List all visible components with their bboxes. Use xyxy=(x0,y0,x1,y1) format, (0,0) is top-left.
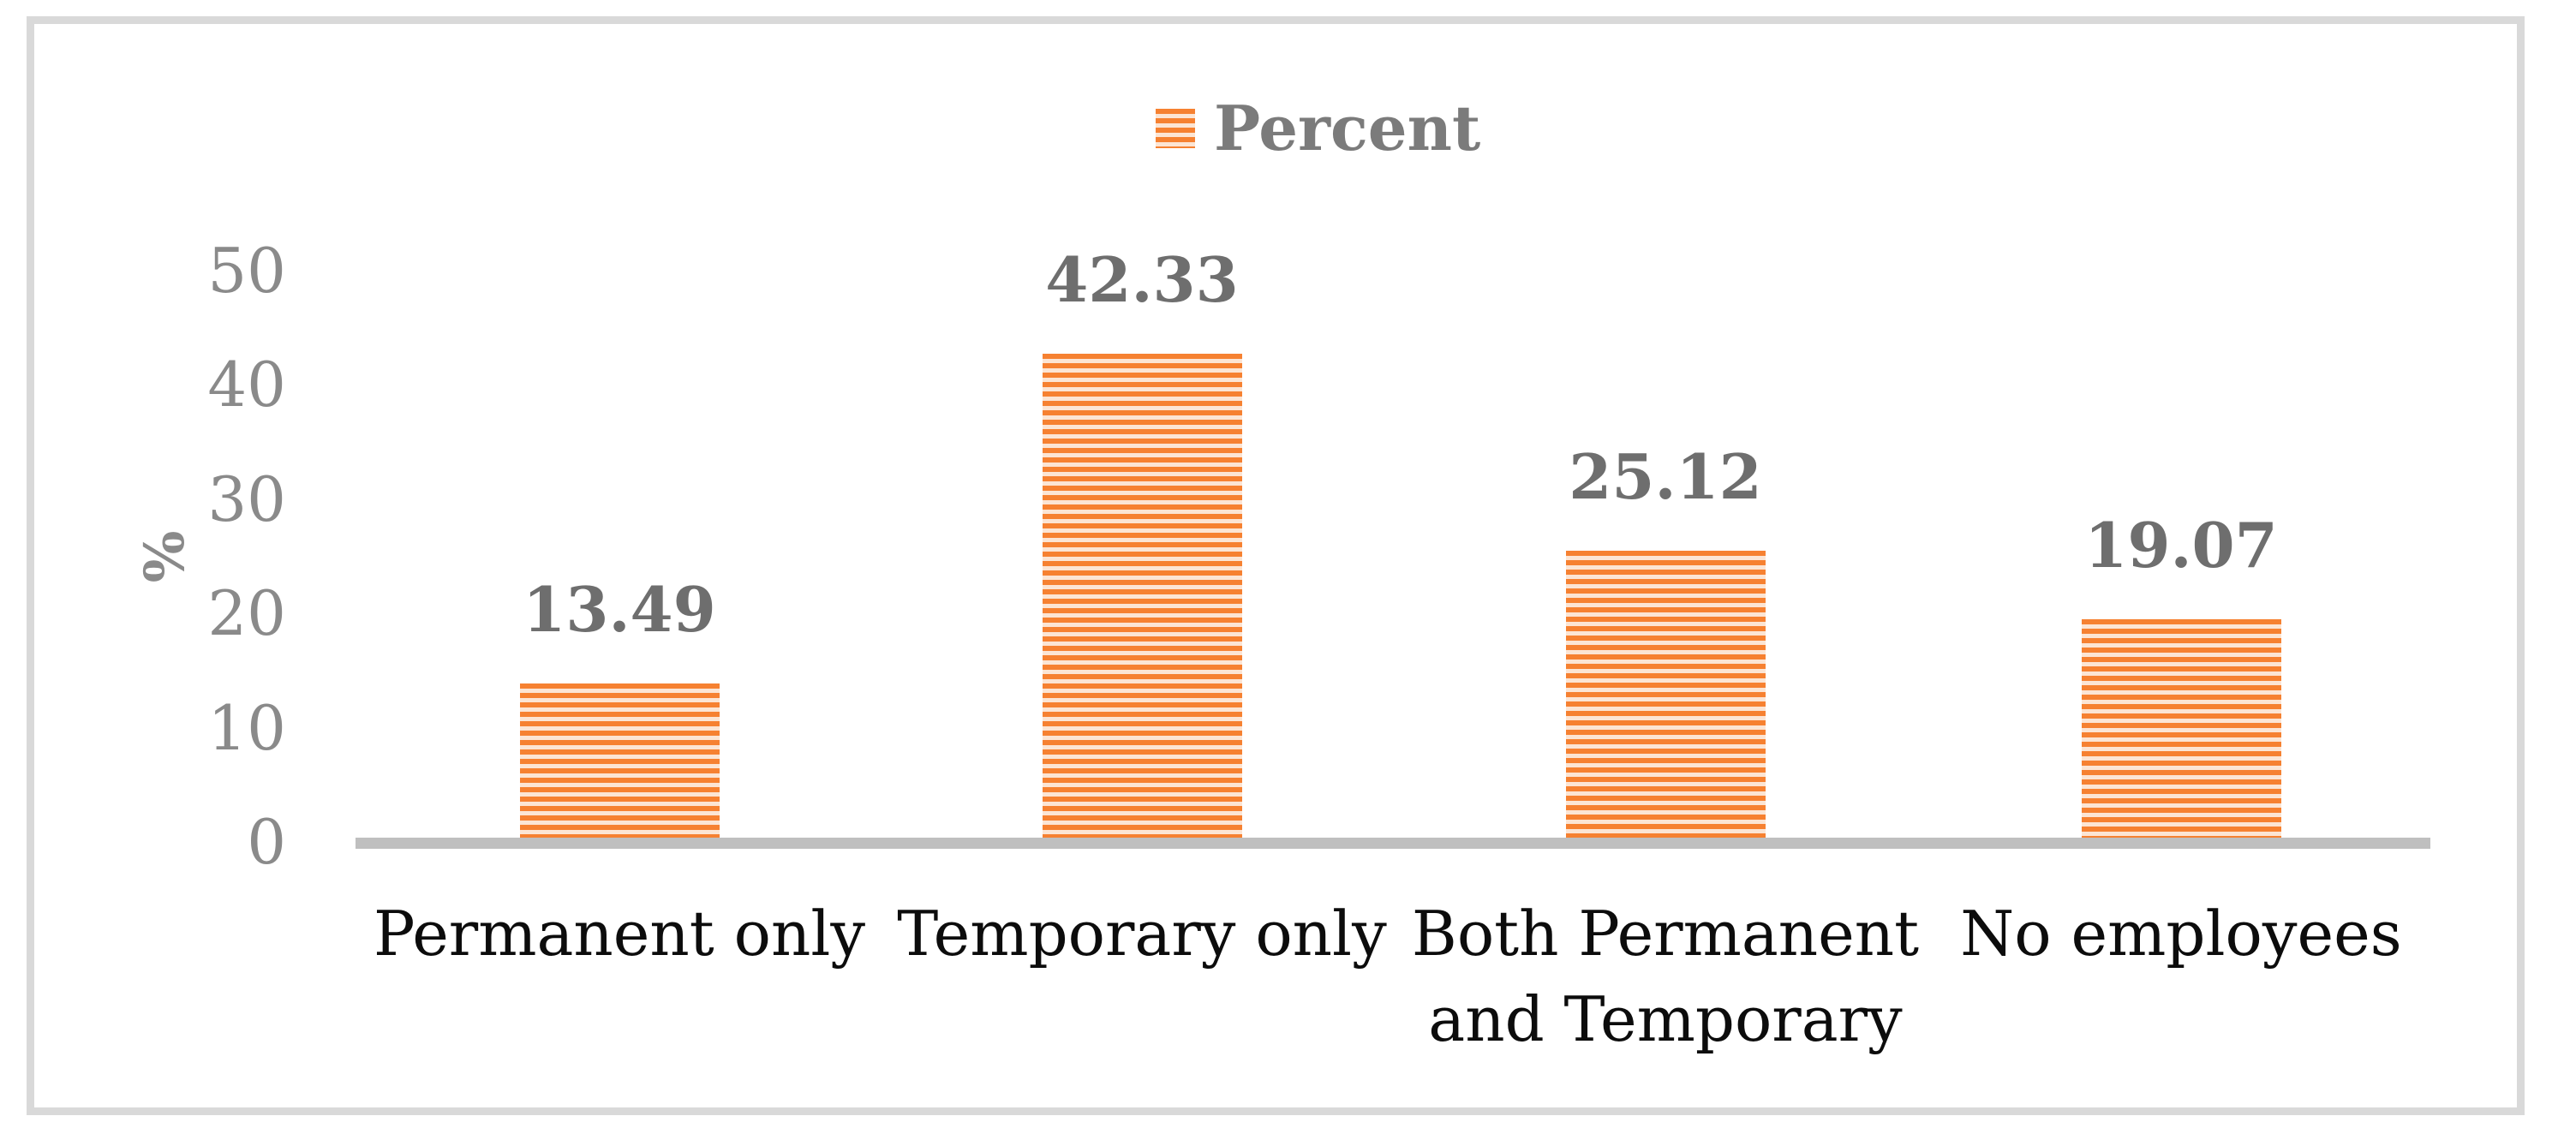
value-label-temporary-only: 42.33 xyxy=(1045,243,1239,316)
value-label-permanent-only: 13.49 xyxy=(523,573,716,646)
x-axis-line xyxy=(356,838,2430,849)
y-tick-40: 40 xyxy=(207,349,286,421)
y-tick-20: 20 xyxy=(207,577,286,649)
bar-both-permanent-and-temporary xyxy=(1565,551,1766,838)
legend-swatch-percent-icon xyxy=(1156,109,1195,148)
value-label-no-employees: 19.07 xyxy=(2084,509,2278,582)
y-tick-0: 0 xyxy=(247,806,286,878)
x-label-no-employees: No employees xyxy=(1960,898,2402,970)
bar-temporary-only xyxy=(1042,354,1242,838)
y-tick-10: 10 xyxy=(207,691,286,764)
x-label-both-permanent-and-temporary: Both Permanent and Temporary xyxy=(1411,898,1920,1055)
bar-permanent-only xyxy=(519,683,720,838)
x-label-permanent-only: Permanent only xyxy=(373,898,866,970)
figure-frame xyxy=(27,16,2525,1115)
legend-label: Percent xyxy=(1214,92,1481,164)
value-label-both-permanent-and-temporary: 25.12 xyxy=(1569,440,1762,513)
legend: Percent xyxy=(1156,92,1481,164)
y-tick-50: 50 xyxy=(207,234,286,307)
y-tick-30: 30 xyxy=(207,463,286,535)
x-label-temporary-only: Temporary only xyxy=(897,898,1387,970)
bar-no-employees xyxy=(2081,619,2281,838)
